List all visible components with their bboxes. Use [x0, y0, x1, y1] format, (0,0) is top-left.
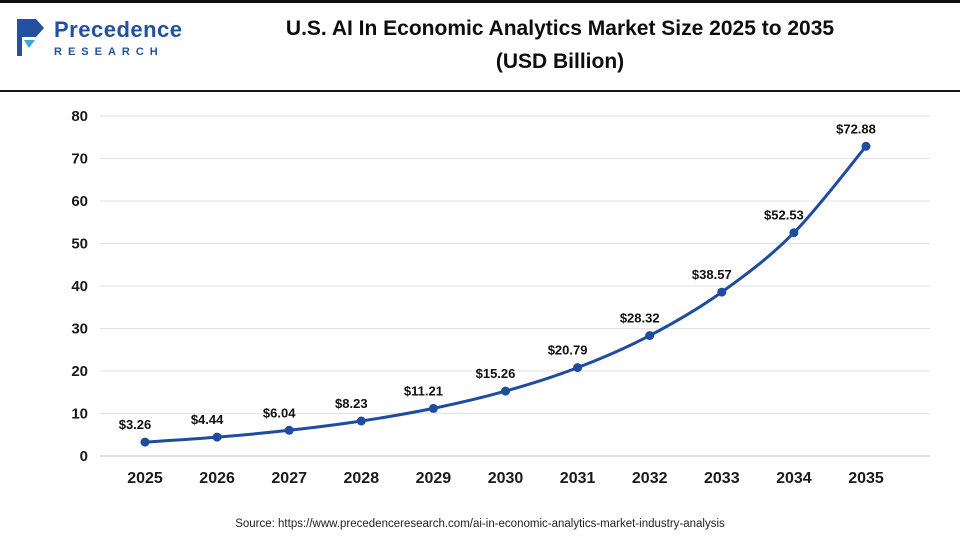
x-axis-tick-label: 2027 [271, 470, 307, 487]
data-point-label: $72.88 [836, 121, 876, 136]
x-axis-tick-label: 2034 [776, 470, 812, 487]
data-point-marker [645, 331, 655, 341]
y-axis-tick-label: 30 [71, 321, 88, 338]
logo-name: Precedence [54, 17, 183, 42]
data-point-label: $3.26 [119, 417, 152, 432]
x-axis-tick-label: 2030 [488, 470, 524, 487]
data-point-label: $15.26 [476, 366, 516, 381]
footer: Source: https://www.precedenceresearch.c… [0, 518, 960, 530]
y-axis-tick-label: 40 [71, 278, 88, 295]
data-point-marker [789, 228, 799, 238]
chart-title-line2: (USD Billion) [495, 50, 625, 73]
data-point-label: $38.57 [692, 267, 732, 282]
header: Precedence RESEARCH U.S. AI In Economic … [0, 3, 960, 92]
y-axis-tick-label: 60 [71, 193, 88, 210]
source-text: Source: https://www.precedenceresearch.c… [235, 518, 725, 530]
y-axis-tick-label: 10 [71, 406, 88, 423]
chart-title-line1: U.S. AI In Economic Analytics Market Siz… [285, 17, 835, 40]
x-axis-tick-label: 2033 [704, 470, 740, 487]
logo-subname: RESEARCH [54, 46, 164, 58]
data-point-label: $4.44 [191, 412, 224, 427]
data-point-label: $52.53 [764, 208, 804, 223]
data-point-label: $28.32 [620, 311, 660, 326]
chart-title: U.S. AI In Economic Analytics Market Siz… [190, 12, 930, 78]
data-point-label: $20.79 [548, 343, 588, 358]
x-axis-tick-label: 2026 [199, 470, 235, 487]
precedence-research-logo: Precedence RESEARCH [16, 18, 183, 60]
y-axis-tick-label: 50 [71, 236, 88, 253]
y-axis-tick-label: 0 [80, 448, 88, 465]
data-point-marker [284, 425, 294, 435]
x-axis-tick-label: 2025 [127, 470, 163, 487]
data-point-marker [140, 437, 150, 447]
data-point-marker [573, 363, 583, 373]
data-point-marker [861, 141, 871, 151]
data-point-marker [717, 287, 727, 297]
y-axis-tick-label: 70 [71, 151, 88, 168]
x-axis-tick-label: 2035 [848, 470, 884, 487]
series-line [143, 144, 868, 444]
data-point-marker [428, 403, 438, 413]
data-point-marker [212, 432, 222, 442]
y-axis-tick-label: 80 [71, 108, 88, 125]
logo-mark-icon [17, 19, 44, 56]
y-axis-tick-label: 20 [71, 363, 88, 380]
data-point-label: $6.04 [263, 405, 296, 420]
data-point-marker [501, 386, 510, 396]
x-axis-tick-label: 2032 [632, 470, 668, 487]
x-axis-tick-label: 2031 [560, 470, 596, 487]
data-point-marker [356, 416, 366, 426]
x-axis-tick-label: 2029 [416, 470, 452, 487]
data-point-label: $11.21 [404, 383, 443, 398]
logo-text: Precedence RESEARCH [54, 18, 183, 60]
chart-area: 0 10 20 30 40 50 60 70 80 2025 2026 2027 2028 2029 203… [0, 93, 960, 507]
x-axis-tick-label: 2028 [344, 470, 380, 487]
data-point-label: $8.23 [335, 396, 368, 411]
